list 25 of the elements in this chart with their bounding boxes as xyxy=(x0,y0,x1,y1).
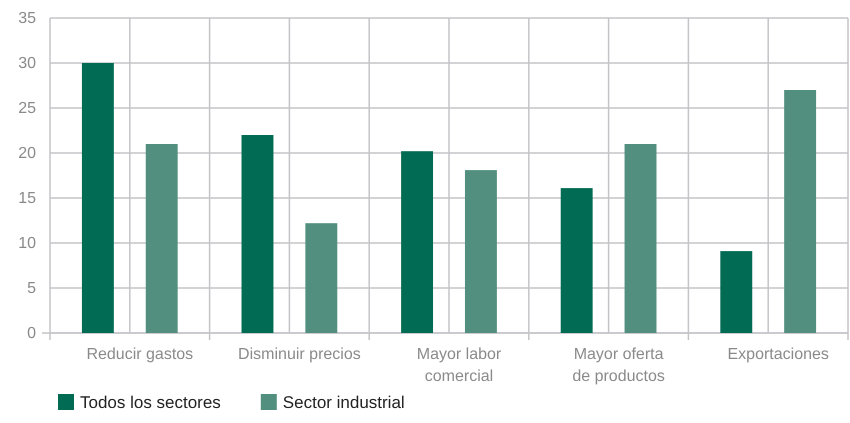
y-tick-label: 20 xyxy=(18,145,36,162)
bar xyxy=(624,144,656,333)
bar xyxy=(242,135,274,333)
x-tick-label: Reducir gastos xyxy=(86,346,194,363)
x-tick-label: Exportaciones xyxy=(728,346,829,363)
y-tick-label: 5 xyxy=(27,280,36,298)
legend-label: Sector industrial xyxy=(282,393,405,412)
bar xyxy=(82,63,114,333)
x-tick-label: Disminuir precios xyxy=(238,346,361,363)
bar xyxy=(146,144,178,333)
bar xyxy=(784,90,816,333)
y-tick-label: 25 xyxy=(18,100,36,118)
y-tick-label: 35 xyxy=(18,10,36,28)
bar xyxy=(401,151,434,333)
bar xyxy=(305,223,338,333)
x-tick-label: Mayor labor comercial xyxy=(416,346,502,385)
bar xyxy=(560,188,593,333)
y-tick-label: 15 xyxy=(18,190,36,208)
x-tick-label: Mayor oferta de productos xyxy=(572,346,665,385)
y-tick-label: 30 xyxy=(18,55,36,72)
bar xyxy=(464,170,497,333)
legend-label: Todos los sectores xyxy=(80,393,221,412)
y-tick-label: 10 xyxy=(18,235,36,252)
y-tick-label: 0 xyxy=(27,325,36,342)
bar xyxy=(720,251,752,333)
